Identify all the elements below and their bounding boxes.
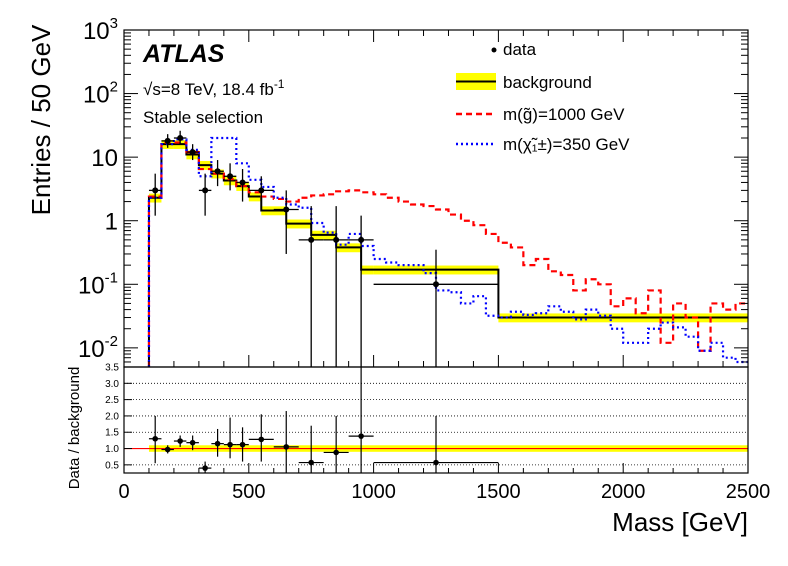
main-y-axis-label: Entries / 50 GeV [26, 24, 56, 215]
energy-lumi-label: √s=8 TeV, 18.4 fb-1 [143, 77, 285, 99]
x-tick-label: 2000 [601, 481, 646, 503]
legend-data-label: data [503, 40, 537, 59]
data-point [152, 187, 159, 194]
chargino-signal-histogram [147, 136, 748, 367]
x-tick-label: 500 [232, 481, 265, 503]
ratio-point [433, 459, 439, 466]
data-point [308, 236, 315, 243]
ratio-y-tick-label: 2.5 [105, 395, 119, 406]
main-y-tick-base: 10 [83, 18, 110, 45]
selection-label: Stable selection [143, 108, 263, 127]
data-point [177, 135, 184, 142]
main-y-tick-base: 10 [78, 336, 105, 363]
energy-lumi-text: =8 TeV, 18.4 fb [161, 80, 274, 99]
main-y-tick-label: 103 [83, 15, 118, 45]
ratio-y-tick-label: 1.5 [105, 428, 119, 439]
legend-background-label: background [503, 73, 592, 92]
main-y-tick-base: 10 [83, 82, 110, 109]
ratio-point [333, 449, 339, 456]
ratio-point [258, 436, 265, 443]
ratio-y-tick-label: 0.5 [105, 460, 119, 471]
main-y-tick-exponent: -1 [105, 269, 118, 286]
main-y-tick-base: 1 [105, 209, 118, 236]
sqrt-s-label: √s [143, 80, 161, 99]
x-tick-label: 1000 [351, 481, 396, 503]
data-point [358, 236, 365, 243]
gluino-signal-histogram [147, 141, 748, 367]
data-point [202, 187, 209, 194]
data-point [164, 137, 171, 144]
legend-gluino-label: m(g̃)=1000 GeV [503, 105, 625, 124]
data-point [214, 168, 221, 175]
main-y-tick-label: 10 [91, 145, 118, 172]
ratio-y-tick-label: 1.0 [105, 444, 119, 455]
legend-data-marker [491, 47, 497, 53]
data-point [258, 187, 265, 194]
main-y-tick-label: 10-2 [78, 333, 118, 363]
main-y-tick-label: 102 [83, 79, 118, 109]
ratio-point [239, 441, 246, 448]
atlas-label: ATLAS [142, 40, 225, 68]
x-axis-label: Mass [GeV] [612, 507, 748, 537]
ratio-plot-area: 0.5 1.0 1.5 2.0 2.5 3.0 3.5 0 500 1000 1500 2000 250… [105, 363, 770, 504]
data-point [433, 281, 439, 288]
ratio-point [227, 441, 233, 448]
data-point [283, 206, 290, 213]
ratio-y-tick-label: 2.0 [105, 411, 119, 422]
x-tick-label: 0 [118, 481, 129, 503]
main-y-tick-exponent: 3 [110, 15, 118, 32]
main-y-tick-base: 10 [78, 272, 105, 299]
ratio-point [358, 433, 364, 439]
ratio-point [152, 435, 158, 442]
ratio-point [214, 440, 221, 447]
ratio-point [202, 465, 208, 471]
data-point [189, 149, 196, 156]
main-y-tick-base: 10 [91, 145, 118, 172]
ratio-point [189, 439, 196, 446]
main-y-tick-exponent: -2 [105, 333, 118, 350]
main-y-tick-exponent: 2 [110, 79, 118, 96]
lumi-exponent: -1 [274, 77, 285, 91]
legend: data background m(g̃)=1000 GeV m(χ̃₁±)=3… [456, 40, 630, 154]
main-y-tick-label: 10-1 [78, 269, 118, 299]
x-tick-label: 2500 [726, 481, 771, 503]
ratio-point [308, 459, 315, 466]
ratio-plot-frame [123, 366, 749, 474]
ratio-point [283, 444, 290, 450]
legend-chargino-label: m(χ̃₁±)=350 GeV [503, 135, 630, 154]
ratio-point [177, 438, 183, 444]
data-point [333, 236, 340, 243]
main-y-tick-label: 1 [105, 209, 118, 236]
data-point [239, 179, 246, 186]
data-point [227, 173, 234, 180]
ratio-point [164, 446, 171, 453]
background-histogram [147, 143, 748, 367]
ratio-y-tick-label: 3.0 [105, 379, 119, 390]
x-tick-label: 1500 [476, 481, 521, 503]
ratio-y-tick-label: 3.5 [105, 363, 119, 374]
ratio-y-axis-label: Data / background [66, 367, 83, 490]
